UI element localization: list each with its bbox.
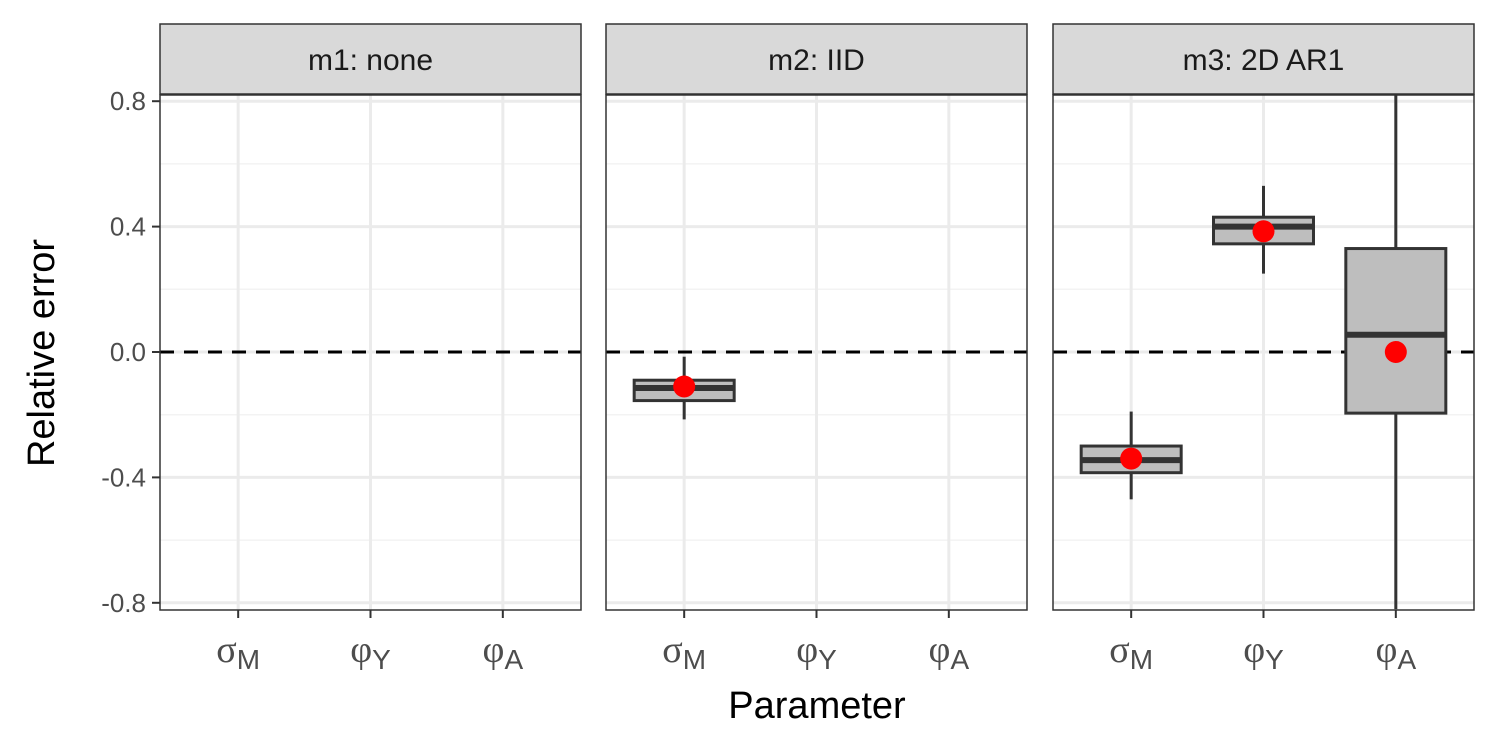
box-iqr [1344, 247, 1448, 415]
facet-strip [1052, 23, 1475, 95]
true-value-point [1252, 220, 1275, 243]
x-tick-label-subscript: M [683, 644, 706, 675]
x-tick-label-subscript: A [504, 644, 523, 675]
y-tick-label: 0.4 [110, 212, 146, 242]
x-tick-label-subscript: A [1397, 644, 1416, 675]
facet-strip [605, 23, 1028, 95]
x-tick-label-symbol: φ [1243, 629, 1265, 671]
x-tick-label: σM [1109, 629, 1153, 675]
x-tick-label-symbol: φ [796, 629, 818, 671]
box-φA [1344, 95, 1448, 610]
x-tick-label-symbol: φ [350, 629, 372, 671]
x-tick-label: φA [1376, 629, 1417, 675]
boxes [1079, 95, 1448, 610]
true-value-point [673, 375, 696, 398]
boxes [632, 356, 736, 420]
x-tick-label: φY [796, 629, 837, 675]
x-tick-label-symbol: φ [1376, 629, 1398, 671]
x-tick-label: φY [350, 629, 391, 675]
y-axis-title: Relative error [21, 239, 63, 467]
x-tick-label-subscript: A [950, 644, 969, 675]
x-tick-label-subscript: M [237, 644, 260, 675]
x-tick-label-subscript: Y [372, 644, 391, 675]
x-tick-label-subscript: Y [1265, 644, 1284, 675]
facet-strip-label: m3: 2D AR1 [1183, 44, 1345, 77]
y-tick-label: 0.0 [110, 337, 146, 367]
x-tick-label: φA [483, 629, 524, 675]
true-value-point [1384, 341, 1407, 363]
y-axis: -0.8 -0.4 0.0 0.4 0.8 [101, 86, 160, 618]
x-tick-label-symbol: φ [483, 629, 505, 671]
true-value-point [1120, 447, 1143, 470]
x-axis-title: Parameter [728, 685, 906, 727]
box-σM [632, 356, 736, 420]
facet-strip-label: m2: IID [768, 44, 865, 77]
x-tick-label-subscript: Y [818, 644, 837, 675]
x-tick-label-subscript: M [1130, 644, 1153, 675]
facet-strip-label: m1: none [308, 44, 433, 77]
y-tick-label: -0.4 [101, 462, 146, 492]
x-tick-label-symbol: φ [929, 629, 951, 671]
y-tick-label: 0.8 [110, 86, 146, 116]
x-tick-label: φY [1243, 629, 1284, 675]
x-tick-label: φA [929, 629, 970, 675]
y-tick-label: -0.8 [101, 588, 146, 618]
x-tick-label-symbol: σ [662, 629, 682, 671]
x-tick-label-symbol: σ [1109, 629, 1129, 671]
x-tick-label: σM [216, 629, 260, 675]
box-σM [1079, 411, 1183, 500]
box-φY [1212, 185, 1315, 274]
x-tick-label-symbol: σ [216, 629, 236, 671]
facet-strip [159, 23, 582, 95]
x-tick-label: σM [662, 629, 706, 675]
